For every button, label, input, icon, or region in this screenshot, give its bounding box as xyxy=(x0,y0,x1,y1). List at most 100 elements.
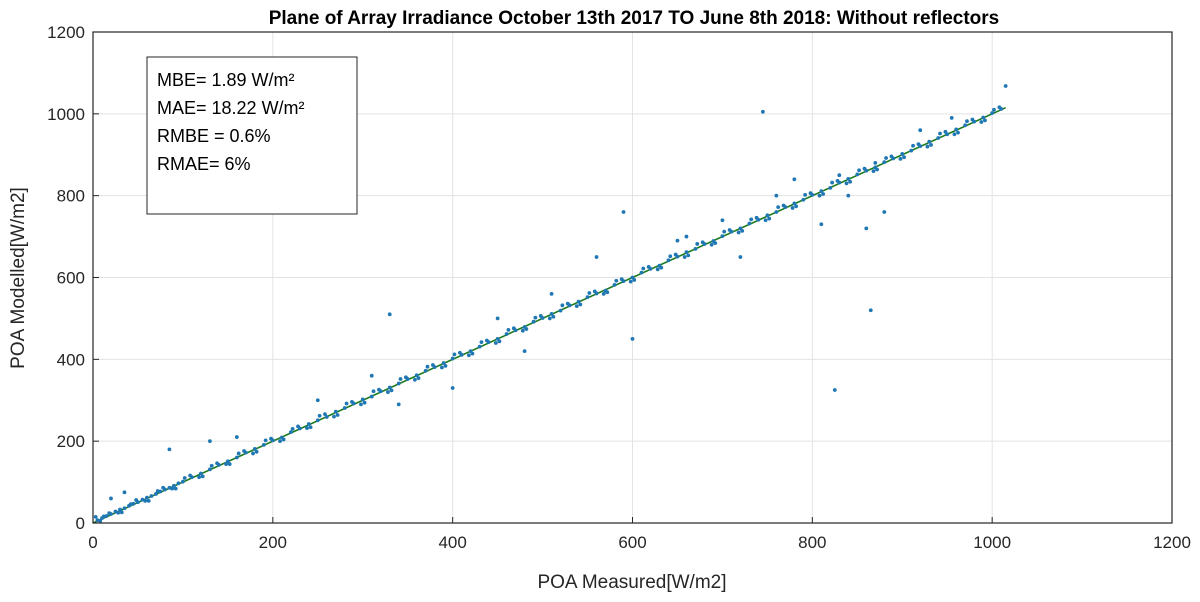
scatter-point xyxy=(558,308,563,313)
scatter-point xyxy=(621,210,626,214)
scatter-point xyxy=(693,246,698,251)
scatter-point xyxy=(592,289,597,294)
scatter-point xyxy=(830,180,835,185)
scatter-point xyxy=(122,506,127,511)
scatter-point xyxy=(450,356,455,361)
y-tick-label: 200 xyxy=(57,432,85,451)
scatter-point xyxy=(614,278,619,283)
scatter-point xyxy=(288,430,293,435)
y-tick-label: 1200 xyxy=(47,23,85,42)
scatter-point xyxy=(619,277,624,282)
scatter-point xyxy=(116,510,121,515)
y-tick-label: 600 xyxy=(57,269,85,288)
scatter-point xyxy=(278,439,282,444)
scatter-point xyxy=(695,242,700,246)
scatter-point xyxy=(439,365,444,370)
scatter-point xyxy=(754,215,759,220)
scatter-point xyxy=(832,388,837,392)
scatter-point xyxy=(224,462,228,466)
scatter-point xyxy=(927,139,932,144)
scatter-point xyxy=(808,191,813,196)
scatter-point xyxy=(952,132,957,137)
scatter-point xyxy=(497,339,502,344)
scatter-point xyxy=(864,226,869,231)
scatter-point xyxy=(359,402,363,407)
scatter-point xyxy=(936,136,941,140)
scatter-point xyxy=(547,316,552,321)
y-tick-label: 800 xyxy=(57,187,85,206)
scatter-point xyxy=(560,303,565,308)
scatter-point xyxy=(350,399,354,404)
scatter-point xyxy=(792,177,797,182)
scatter-point xyxy=(882,160,887,165)
scatter-point xyxy=(227,462,232,466)
scatter-point xyxy=(801,197,806,202)
x-tick-label: 1200 xyxy=(1153,533,1191,552)
scatter-point xyxy=(207,467,212,472)
scatter-point xyxy=(700,240,705,245)
scatter-point xyxy=(176,481,181,486)
scatter-point xyxy=(774,210,779,214)
scatter-point xyxy=(641,266,646,271)
scatter-point xyxy=(386,390,390,394)
scatter-point xyxy=(722,229,727,234)
scatter-point xyxy=(101,514,106,519)
scatter-point xyxy=(713,241,718,246)
scatter-point xyxy=(387,312,392,317)
scatter-point xyxy=(848,179,852,184)
scatter-point xyxy=(873,161,878,165)
scatter-point xyxy=(594,255,599,259)
stat-mae: MAE= 18.22 W/m² xyxy=(157,98,305,118)
scatter-point xyxy=(533,315,538,320)
scatter-point xyxy=(911,143,915,148)
y-axis-title: POA Modelled[W/m2] xyxy=(8,187,29,369)
scatter-point xyxy=(821,192,826,196)
scatter-point xyxy=(837,173,842,178)
scatter-point xyxy=(441,361,446,365)
scatter-point xyxy=(767,216,772,221)
scatter-point xyxy=(377,387,381,392)
scatter-point xyxy=(242,449,246,453)
scatter-point xyxy=(749,217,754,222)
scatter-point xyxy=(632,278,637,282)
stat-rmae: RMAE= 6% xyxy=(157,154,251,174)
scatter-point xyxy=(443,363,448,368)
scatter-point xyxy=(565,301,570,306)
scatter-point xyxy=(324,415,329,419)
scatter-point xyxy=(296,424,300,429)
scatter-point xyxy=(170,486,175,491)
scatter-point xyxy=(765,213,770,218)
scatter-point xyxy=(199,471,203,476)
scatter-point xyxy=(118,507,122,512)
scatter-point xyxy=(493,341,498,345)
stats-box-border xyxy=(146,56,358,215)
scatter-point xyxy=(236,451,241,456)
stat-mbe: MBE= 1.89 W/m² xyxy=(157,70,295,90)
scatter-point xyxy=(963,123,968,128)
scatter-point xyxy=(450,386,455,390)
scatter-point xyxy=(736,230,741,235)
scatter-point xyxy=(119,510,124,515)
scatter-point xyxy=(107,511,112,516)
scatter-point xyxy=(413,377,417,382)
scatter-point xyxy=(263,438,268,443)
x-tick-label: 800 xyxy=(798,533,826,552)
scatter-point xyxy=(457,350,462,355)
stats-box: MBE= 1.89 W/m² MAE= 18.22 W/m² RMBE = 0.… xyxy=(146,56,358,215)
scatter-point xyxy=(675,238,680,243)
scatter-point xyxy=(983,118,987,123)
scatter-point xyxy=(578,302,583,307)
y-tick-label: 1000 xyxy=(47,105,85,124)
scatter-point xyxy=(128,502,133,507)
scatter-point xyxy=(981,115,986,120)
scatter-point xyxy=(954,127,959,132)
scatter-point xyxy=(720,218,725,223)
scatter-point xyxy=(197,475,202,480)
scatter-point xyxy=(425,364,430,369)
scatter-point xyxy=(639,270,644,275)
scatter-point xyxy=(360,397,365,402)
scatter-point xyxy=(122,490,127,495)
scatter-point xyxy=(990,111,995,115)
scatter-point xyxy=(416,376,421,381)
scatter-point xyxy=(763,218,768,223)
